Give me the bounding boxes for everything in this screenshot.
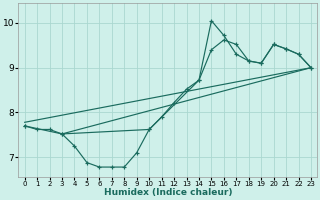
X-axis label: Humidex (Indice chaleur): Humidex (Indice chaleur) (104, 188, 232, 197)
